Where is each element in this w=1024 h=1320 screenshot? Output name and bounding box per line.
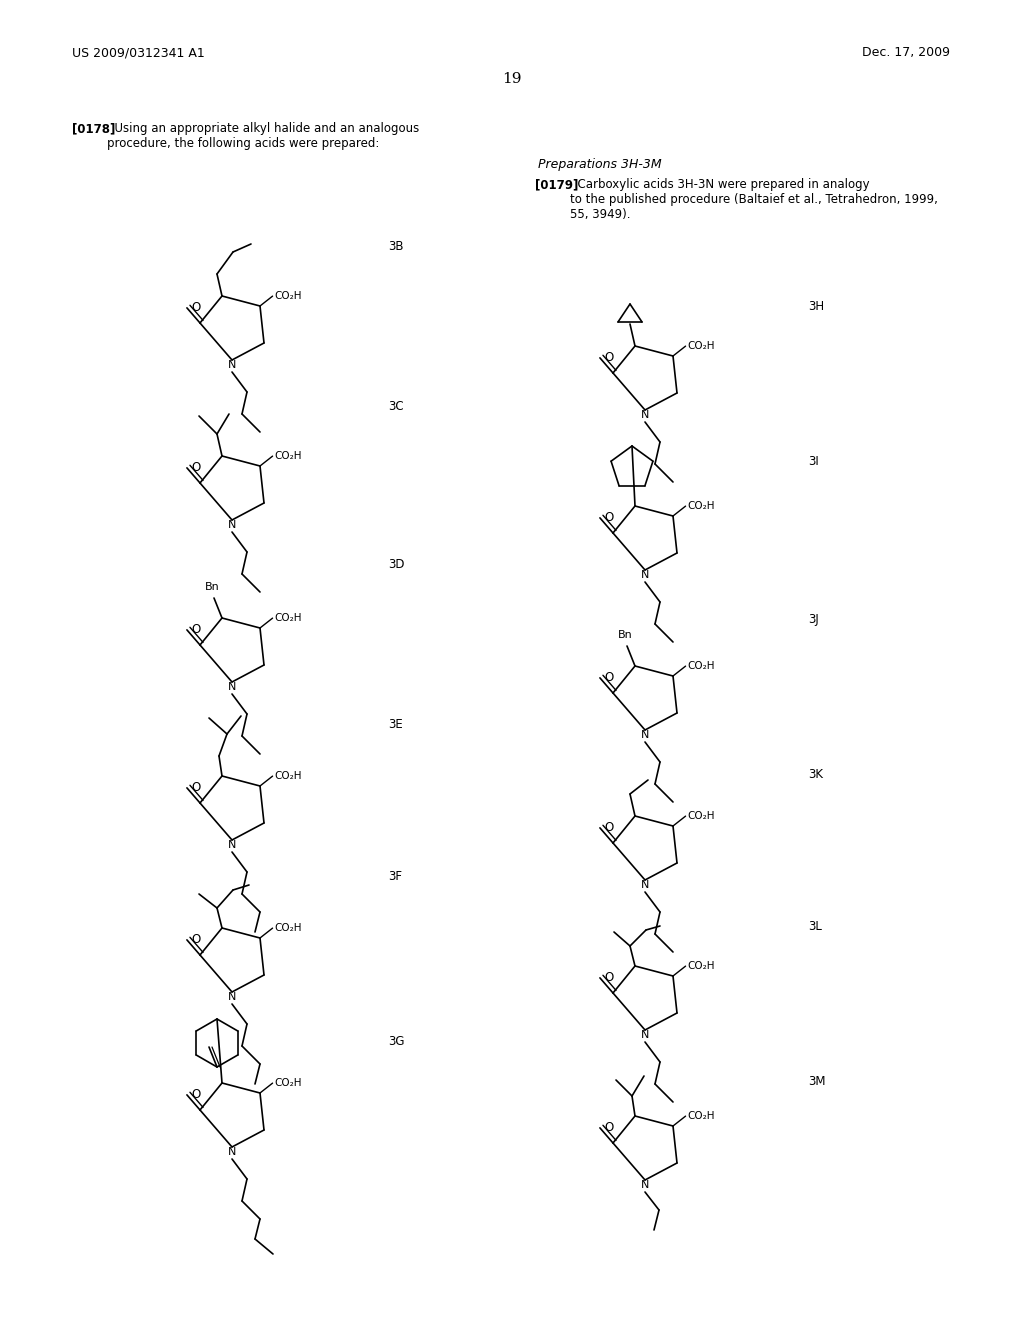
Text: 3K: 3K [808,768,823,781]
Text: O: O [190,462,200,474]
Text: O: O [604,1122,613,1134]
Text: 19: 19 [502,73,522,86]
Text: Bn: Bn [205,582,219,591]
Text: CO₂H: CO₂H [687,661,715,671]
Text: 3B: 3B [388,240,403,253]
Text: N: N [641,730,649,741]
Text: O: O [190,301,200,314]
Text: N: N [641,1180,649,1191]
Text: CO₂H: CO₂H [274,771,302,781]
Text: CO₂H: CO₂H [274,292,302,301]
Text: [0178]: [0178] [72,121,116,135]
Text: 3G: 3G [388,1035,404,1048]
Text: Using an appropriate alkyl halide and an analogous
procedure, the following acid: Using an appropriate alkyl halide and an… [106,121,419,150]
Text: O: O [604,351,613,364]
Text: CO₂H: CO₂H [687,810,715,821]
Text: CO₂H: CO₂H [274,612,302,623]
Text: CO₂H: CO₂H [687,1111,715,1121]
Text: O: O [604,821,613,834]
Text: Dec. 17, 2009: Dec. 17, 2009 [862,46,950,59]
Text: N: N [641,570,649,579]
Text: CO₂H: CO₂H [274,451,302,461]
Text: O: O [604,511,613,524]
Text: 3J: 3J [808,612,819,626]
Text: 3C: 3C [388,400,403,413]
Text: Carboxylic acids 3H-3N were prepared in analogy
to the published procedure (Balt: Carboxylic acids 3H-3N were prepared in … [570,178,938,220]
Text: US 2009/0312341 A1: US 2009/0312341 A1 [72,46,205,59]
Text: CO₂H: CO₂H [687,341,715,351]
Text: O: O [604,972,613,985]
Text: O: O [190,781,200,795]
Text: 3D: 3D [388,558,404,572]
Text: O: O [190,933,200,946]
Text: CO₂H: CO₂H [274,1078,302,1088]
Text: Preparations 3H-3M: Preparations 3H-3M [539,158,662,172]
Text: CO₂H: CO₂H [687,961,715,972]
Text: N: N [641,880,649,890]
Text: N: N [227,360,237,370]
Text: O: O [190,1089,200,1101]
Text: 3M: 3M [808,1074,825,1088]
Text: 3H: 3H [808,300,824,313]
Text: 3E: 3E [388,718,402,731]
Text: N: N [641,1030,649,1040]
Text: N: N [227,1147,237,1158]
Text: N: N [641,411,649,420]
Text: N: N [227,520,237,531]
Text: 3F: 3F [388,870,402,883]
Text: O: O [604,672,613,684]
Text: N: N [227,840,237,850]
Text: [0179]: [0179] [535,178,579,191]
Text: 3L: 3L [808,920,822,933]
Text: O: O [190,623,200,636]
Text: CO₂H: CO₂H [687,502,715,511]
Text: CO₂H: CO₂H [274,923,302,933]
Text: N: N [227,993,237,1002]
Text: 3I: 3I [808,455,819,469]
Text: Bn: Bn [617,630,633,640]
Text: N: N [227,682,237,692]
